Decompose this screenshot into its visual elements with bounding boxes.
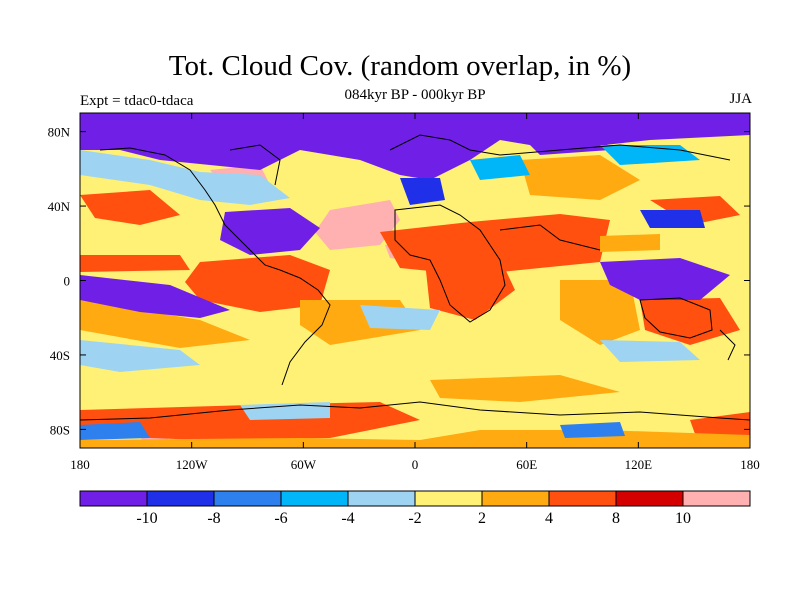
anomaly-patch [400,178,445,205]
colorbar-swatch [347,490,416,507]
anomaly-patch [560,280,640,345]
colorbar-swatch [615,490,684,507]
colorbar-swatch [414,490,483,507]
colorbar-swatch [548,490,617,507]
y-tick-label: 80S [50,422,70,437]
anomaly-patch [80,255,190,272]
colorbar-label: 8 [612,510,620,527]
anomaly-patch [220,208,320,255]
x-tick-label: 60W [291,457,317,472]
colorbar-label: -4 [341,510,354,527]
anomaly-patch [520,130,610,155]
anomaly-patch [600,340,700,362]
y-tick-label: 0 [64,274,71,289]
anomaly-patch [600,234,660,252]
colorbar-label: 10 [675,510,691,527]
x-tick-label: 180 [740,457,760,472]
x-tick-label: 60E [516,457,537,472]
x-tick-label: 120E [625,457,653,472]
colorbar-swatch [213,490,282,507]
anomaly-patch [430,375,620,402]
anomaly-patch [80,340,200,372]
anomaly-patch [560,422,625,438]
anomaly-patch [520,155,640,200]
anomaly-patch [80,150,290,205]
anomaly-patch [80,402,420,440]
colorbar-label: -10 [136,510,157,527]
colorbar-swatch [280,490,349,507]
y-tick-label: 40N [48,199,71,214]
colorbar-swatch [79,490,148,507]
anomaly-patch [80,190,180,225]
anomaly-patch [80,300,250,348]
anomaly-patch [240,402,330,420]
colorbar-label: 4 [545,510,553,527]
colorbar-swatch [481,490,550,507]
cloud-cover-field [80,113,750,448]
anomaly-patch [425,258,515,320]
colorbar-label: 2 [478,510,486,527]
anomaly-patch [80,422,150,440]
colorbar-label: -8 [207,510,220,527]
y-tick-label: 40S [50,348,70,363]
colorbar-swatch [682,490,751,507]
axis-ticks: 180 120W 60W 0 60E 120E 180 80N 40N 0 40S 80S [48,113,760,472]
x-tick-label: 120W [176,457,209,472]
x-tick-label: 0 [412,457,419,472]
y-tick-label: 80N [48,125,71,140]
map-title: Tot. Cloud Cov. (random overlap, in %) [168,50,632,82]
coastlines [80,134,750,421]
anomaly-patch [80,275,230,318]
season-label: JJA [729,91,752,107]
colorbar-label: -2 [408,510,421,527]
anomaly-patch [470,155,530,180]
colorbar: -10 -8 -6 -4 -2 2 4 8 10 [79,490,751,527]
anomaly-patch [315,200,400,250]
map-subtitle: 084kyr BP - 000kyr BP [344,87,486,103]
anomaly-patch [380,214,610,275]
anomaly-patch [185,255,330,312]
anomaly-patch [80,113,750,180]
x-tick-label: 180 [70,457,90,472]
anomaly-patch [360,305,440,330]
anomaly-patch [640,210,705,228]
colorbar-label: -6 [274,510,287,527]
colorbar-swatch [146,490,215,507]
experiment-label: Expt = tdac0-tdaca [80,93,194,109]
anomaly-patch [600,258,730,300]
